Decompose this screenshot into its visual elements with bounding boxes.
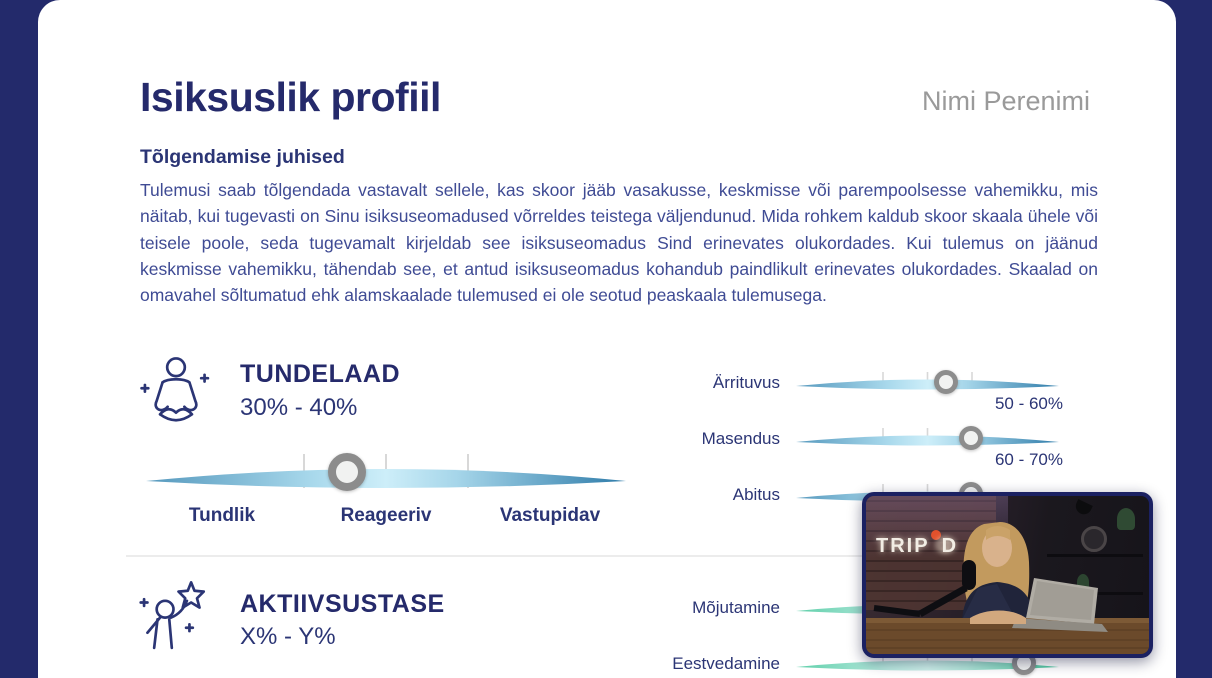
subscale-label-eestvedamine: Eestvedamine [672, 654, 780, 673]
scale-label-left: Tundlik [188, 505, 256, 526]
subscale-value-masendus: 60 - 70% [994, 450, 1063, 469]
plant-decor [1117, 508, 1135, 530]
video-scene: TRIP OD [866, 496, 1149, 654]
second-scale-title: AKTIIVSUSTASE [240, 590, 445, 618]
subscale-label-abitus: Abitus [732, 485, 780, 504]
main-scale-range: 30% - 40% [240, 394, 358, 421]
subscale-label-arrituvus: Ärrituvus [712, 373, 780, 392]
page-title: Isiksuslik profiil [140, 74, 441, 120]
main-scale-marker[interactable] [327, 453, 366, 491]
subscale-value-arrituvus: 50 - 60% [994, 394, 1063, 413]
main-scale-slider[interactable] [140, 448, 632, 500]
second-scale-range: X% - Y% [240, 623, 336, 650]
subscale-marker-arrituvus[interactable] [934, 370, 959, 394]
tripod-sign: TRIP OD [876, 530, 958, 558]
subscale-slider-arrituvus[interactable] [793, 369, 1062, 395]
person-name: Nimi Perenimi [921, 86, 1090, 116]
subscale-slider-masendus[interactable] [793, 425, 1062, 451]
shelf [1046, 554, 1143, 557]
report-page: Isiksuslik profiil Nimi Perenimi Tõlgend… [38, 0, 1176, 678]
sign-text: TRIP [876, 535, 930, 557]
presenter-scene [866, 522, 1149, 654]
guide-paragraph: Tulemusi saab tõlgendada vastavalt selle… [140, 180, 1098, 306]
guide-heading: Tõlgendamise juhised [140, 146, 345, 168]
meditating-person-icon [134, 352, 218, 438]
main-scale-labels: Tundlik Reageeriv Vastupidav [140, 505, 632, 527]
scale-label-middle: Reageeriv [340, 505, 432, 526]
subscale-marker-masendus[interactable] [958, 426, 983, 450]
subscale-label-masendus: Masendus [701, 429, 780, 448]
video-overlay[interactable]: TRIP OD [862, 492, 1153, 658]
round-plate-decor [1081, 526, 1107, 552]
main-scale-title: TUNDELAAD [240, 360, 401, 388]
person-reaching-star-icon [134, 578, 218, 664]
scale-label-right: Vastupidav [499, 505, 601, 526]
sign-text: D [941, 535, 959, 557]
subscale-label-mojutamine: Mõjutamine [692, 598, 780, 617]
section-divider [126, 555, 1101, 557]
